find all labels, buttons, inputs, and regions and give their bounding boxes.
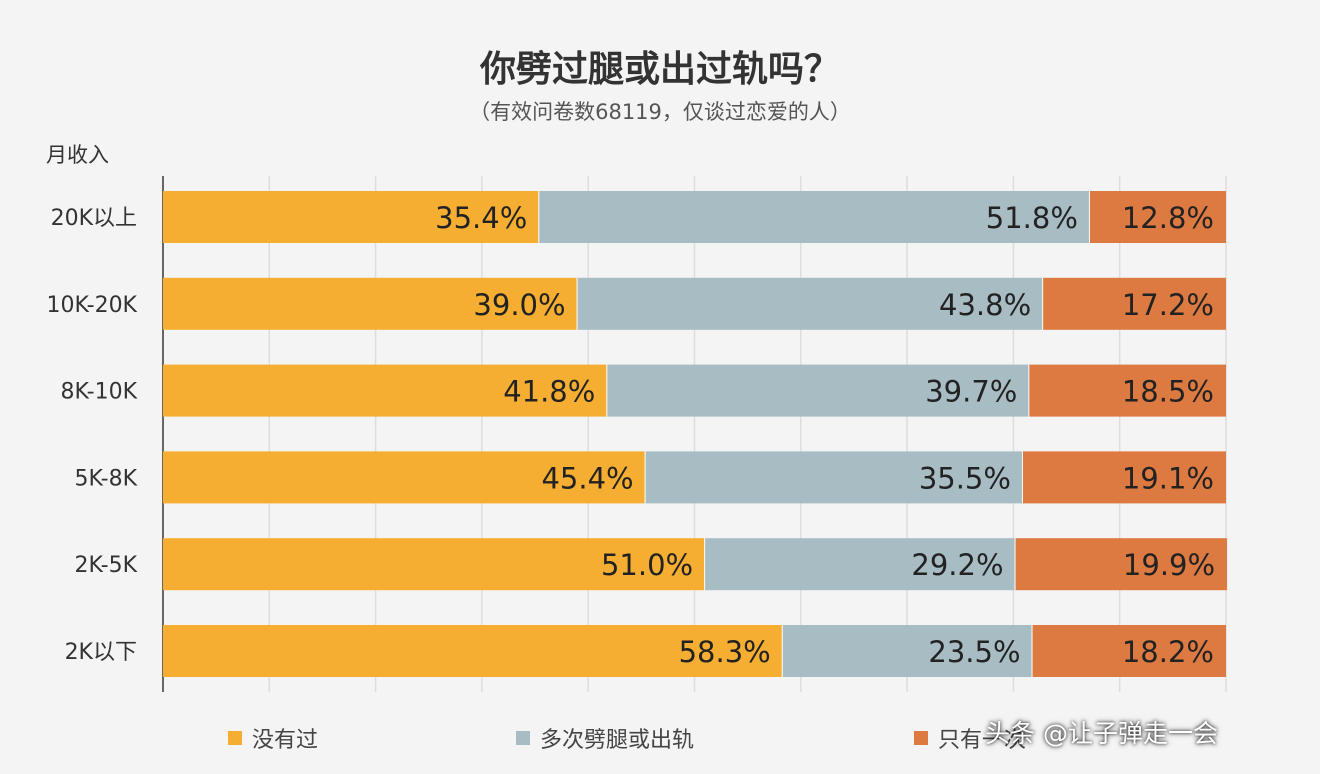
bar-segment [1043, 277, 1226, 330]
data-label: 58.3% [679, 635, 771, 669]
bar-segment [163, 625, 783, 677]
bar-segment [607, 364, 1030, 417]
bar-segment [1029, 364, 1226, 417]
bar-segment [1032, 625, 1226, 677]
watermark: 头条 @让子弹走一会 [985, 719, 1218, 748]
bar-segment [1015, 538, 1228, 591]
data-label: 43.8% [939, 288, 1031, 322]
bar-segment [782, 625, 1033, 677]
category-label: 10K-20K [47, 293, 138, 318]
category-label: 2K-5K [75, 553, 138, 578]
data-label: 18.5% [1122, 375, 1214, 409]
bar-segment [163, 277, 578, 330]
legend-swatch-never [228, 731, 242, 745]
data-label: 18.2% [1122, 635, 1214, 669]
legend-item-multiple: 多次劈腿或出轨 [516, 722, 694, 754]
bar-segment [645, 451, 1023, 504]
legend-swatch-once [914, 731, 928, 745]
bar-segment [705, 538, 1016, 591]
data-label: 19.1% [1122, 461, 1214, 495]
legend-item-once: 只有一次 [914, 722, 1026, 754]
data-label: 45.4% [541, 461, 633, 495]
bar-segment [163, 538, 706, 591]
bar-segment [1022, 451, 1226, 504]
chart-title: 你劈过腿或出过轨吗？ [479, 49, 840, 90]
bar-segment [539, 191, 1090, 243]
bar-segment [163, 364, 608, 417]
chart-subtitle: （有效问卷数68119，仅谈过恋爱的人） [469, 100, 851, 124]
bar-segment [577, 277, 1044, 330]
data-label: 41.8% [503, 375, 595, 409]
data-label: 23.5% [928, 635, 1020, 669]
legend-swatch-multiple [516, 731, 530, 745]
y-axis-title: 月收入 [46, 143, 109, 167]
bar-segment [163, 191, 540, 243]
data-label: 12.8% [1122, 201, 1214, 235]
data-label: 39.7% [925, 375, 1017, 409]
legend-label-once: 只有一次 [938, 728, 1027, 753]
category-label: 8K-10K [61, 380, 138, 405]
legend-label-never: 没有过 [252, 728, 319, 753]
bar-segment [163, 451, 646, 504]
category-label: 20K以上 [51, 206, 137, 231]
data-label: 51.0% [601, 548, 693, 582]
data-label: 35.5% [919, 461, 1011, 495]
legend-item-never: 没有过 [228, 722, 318, 754]
data-label: 19.9% [1123, 548, 1215, 582]
data-label: 35.4% [435, 201, 527, 235]
bar-segment [1089, 191, 1226, 243]
category-label: 2K以下 [65, 640, 137, 665]
data-label: 51.8% [986, 201, 1078, 235]
data-label: 17.2% [1122, 288, 1214, 322]
data-label: 29.2% [911, 548, 1003, 582]
legend-label-multiple: 多次劈腿或出轨 [540, 728, 695, 753]
category-label: 5K-8K [75, 466, 138, 491]
data-label: 39.0% [473, 288, 565, 322]
